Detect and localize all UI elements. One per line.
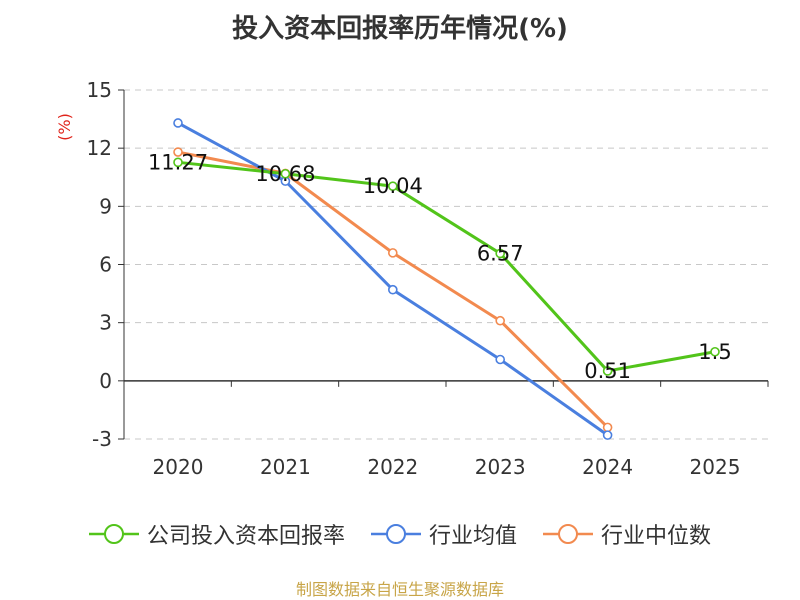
legend-item: 公司投入资本回报率	[88, 518, 345, 550]
legend-circle	[558, 524, 578, 544]
data-point	[602, 366, 613, 376]
legend-item: 行业中位数	[543, 518, 711, 550]
x-tick-label: 2024	[582, 455, 633, 479]
y-tick-label: 9	[99, 194, 112, 218]
legend-label: 行业均值	[428, 524, 517, 549]
data-label: 11.27	[148, 150, 208, 174]
y-tick-label: 15	[87, 78, 112, 102]
series-1	[173, 118, 613, 440]
series-0	[173, 157, 720, 376]
x-tick-label: 2020	[153, 455, 204, 479]
x-tick-label: 2022	[367, 455, 418, 479]
legend-circle	[103, 524, 124, 544]
data-point	[280, 168, 291, 179]
data-label: 10.68	[255, 162, 315, 186]
data-label: 6.57	[477, 241, 524, 265]
chart-title: 投入资本回报率历年情况(%)	[232, 14, 568, 44]
y-tick-label: -3	[92, 427, 112, 451]
data-point	[710, 346, 720, 357]
source-note: 制图数据来自恒生聚源数据库	[295, 580, 504, 599]
y-tick-label: 3	[99, 311, 112, 335]
legend-circle	[385, 524, 406, 544]
data-point	[495, 354, 506, 365]
axes: 15 12 9 6 3 0 -3 2020 2021 2022 2023 2024 2025	[87, 78, 769, 479]
legend-label: 公司投入资本回报率	[146, 524, 345, 549]
series-layer	[173, 118, 720, 440]
data-label: 1.5	[698, 340, 731, 364]
data-label: 10.04	[363, 174, 423, 198]
data-point	[495, 315, 506, 326]
data-point	[387, 248, 398, 258]
data-point	[173, 147, 183, 157]
data-label: 0.51	[584, 359, 631, 383]
legend: 公司投入资本回报率 行业均值 行业中位数	[0, 518, 800, 550]
legend-line-marker-icon	[370, 524, 421, 544]
x-tick-label: 2021	[260, 455, 311, 479]
legend-label: 行业中位数	[601, 524, 712, 549]
data-point	[387, 181, 398, 191]
legend-line-marker-icon	[88, 524, 139, 544]
y-axis-unit-label: (%)	[55, 113, 74, 141]
data-point	[173, 118, 183, 128]
data-labels: 11.27 10.68 10.04 6.57 0.51 1.5	[148, 150, 732, 383]
y-tick-label: 12	[87, 136, 112, 160]
data-point	[495, 248, 506, 259]
data-point	[602, 430, 613, 440]
data-point	[602, 422, 613, 433]
legend-line-marker-icon	[543, 524, 593, 544]
y-tick-label: 6	[99, 253, 112, 277]
data-point	[173, 157, 183, 168]
x-tick-label: 2023	[475, 455, 526, 479]
series-line	[177, 160, 716, 373]
data-point	[387, 284, 398, 295]
legend-item: 行业均值	[370, 518, 517, 550]
y-tick-label: 0	[99, 369, 112, 393]
x-tick-label: 2025	[690, 455, 741, 479]
